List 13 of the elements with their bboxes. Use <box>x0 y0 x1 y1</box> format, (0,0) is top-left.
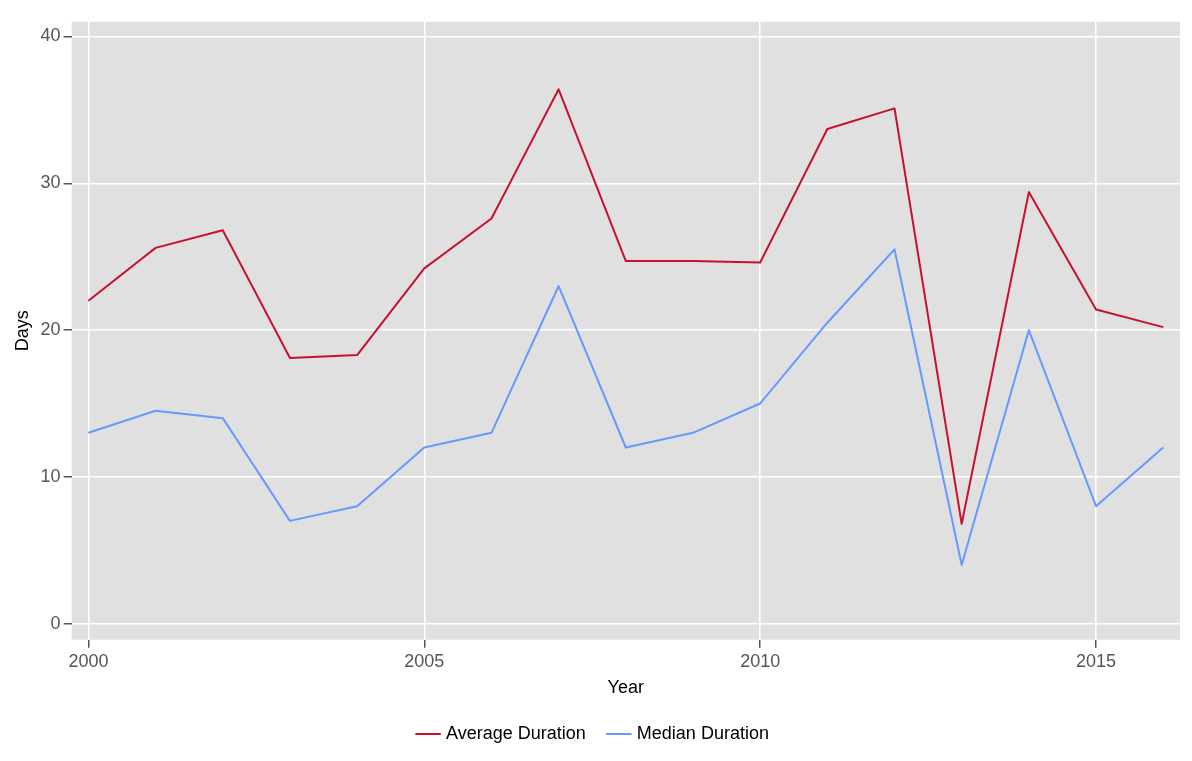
x-tick-label: 2000 <box>68 650 109 671</box>
y-tick-label: 40 <box>40 25 61 46</box>
legend-label: Average Duration <box>446 722 586 743</box>
x-tick-label: 2015 <box>1076 650 1117 671</box>
legend-label: Median Duration <box>636 722 769 743</box>
y-tick-label: 20 <box>40 319 61 340</box>
x-axis-title: Year <box>607 677 644 698</box>
x-tick-label: 2005 <box>404 650 445 671</box>
x-tick-label: 2010 <box>740 650 781 671</box>
y-axis-title: Days <box>11 310 32 352</box>
y-tick-label: 0 <box>50 612 61 633</box>
y-tick-label: 30 <box>40 172 61 193</box>
y-tick-label: 10 <box>40 465 61 486</box>
